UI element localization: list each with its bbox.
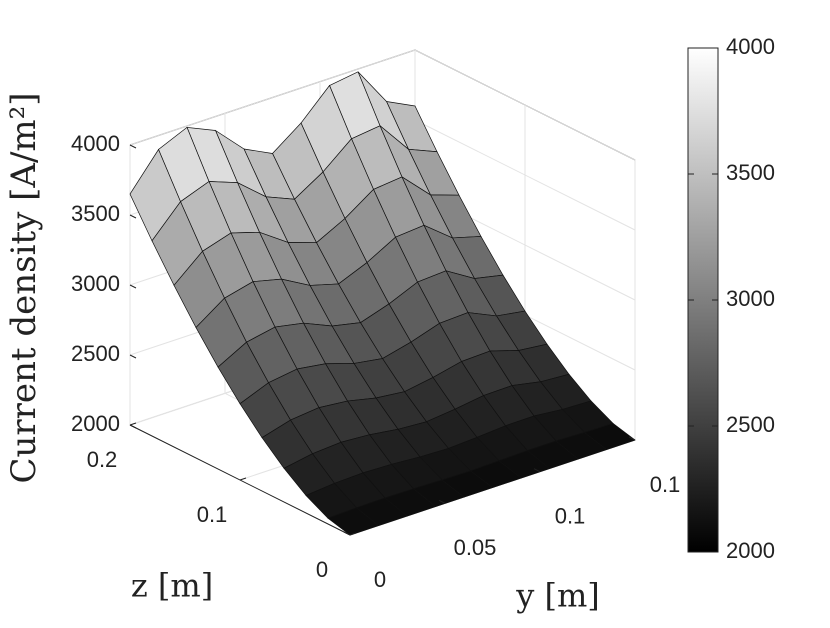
colorbar-tick-label: 2500 [726, 412, 775, 437]
tick [129, 144, 137, 149]
tick [628, 436, 636, 441]
colorbar-tick-label: 3000 [726, 286, 775, 311]
y-tick-label: 0.1 [555, 503, 586, 528]
z-tick-label: 0 [316, 557, 328, 582]
y-axis-label: y [m] [515, 577, 600, 615]
axes-labels: 2000 2500 3000 3500 4000 0 0.05 0.1 0.1 0 0.1 0.2 [71, 131, 680, 592]
z-tick-label: 0.2 [87, 447, 118, 472]
y-tick-label: 0.1 [650, 472, 681, 497]
tick [129, 424, 137, 429]
tick [343, 531, 351, 536]
y-tick-label: 0 [374, 567, 386, 592]
z-tick-label: 0.1 [197, 502, 228, 527]
grid-line [129, 49, 416, 146]
tick [129, 354, 137, 359]
v-tick-label: 2500 [71, 341, 120, 366]
value-axis-label: Current density [A/m²] [4, 92, 44, 483]
surface-patch [327, 507, 380, 536]
tick [129, 214, 137, 219]
colorbar-tick-label: 4000 [726, 34, 775, 59]
y-tick-label: 0.05 [454, 535, 497, 560]
v-tick-label: 3000 [71, 271, 120, 296]
tick [129, 284, 137, 289]
tick [349, 532, 357, 536]
z-axis-label: z [m] [131, 567, 213, 605]
v-tick-label: 3500 [71, 201, 120, 226]
v-tick-label: 4000 [71, 131, 120, 156]
tick [239, 477, 247, 481]
v-tick-label: 2000 [71, 411, 120, 436]
tick [533, 468, 541, 473]
colorbar-tick-label: 2000 [726, 538, 775, 563]
tick [129, 422, 137, 426]
tick [438, 499, 446, 504]
colorbar-tick-label: 3500 [726, 160, 775, 185]
surface [129, 71, 636, 536]
